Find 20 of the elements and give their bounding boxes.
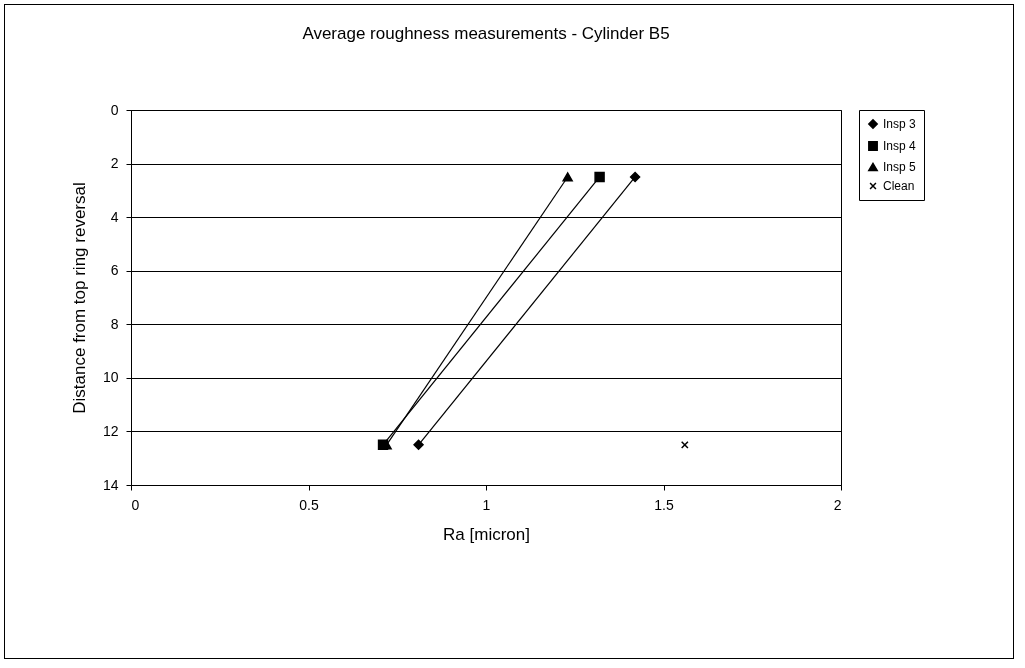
x-tick-label: 1 xyxy=(482,496,491,513)
legend-label: Clean xyxy=(883,179,915,193)
x-tick-label: 2 xyxy=(833,496,842,513)
legend-label: Insp 3 xyxy=(883,117,917,131)
y-tick-label: 8 xyxy=(110,315,119,332)
y-tick-label: 6 xyxy=(110,262,119,279)
chart-title: Average roughness measurements - Cylinder B5 xyxy=(302,24,670,43)
x-tick-label: 1.5 xyxy=(654,496,674,513)
y-tick-label: 2 xyxy=(110,155,119,172)
legend-label: Insp 4 xyxy=(883,139,917,153)
legend-label: Insp 5 xyxy=(883,160,917,174)
y-tick-label: 12 xyxy=(102,422,119,439)
x-axis-title: Ra [micron] xyxy=(443,524,530,544)
y-tick-label: 0 xyxy=(110,101,119,118)
x-tick-label: 0 xyxy=(131,496,140,513)
y-tick-label: 4 xyxy=(110,208,119,225)
y-axis-title: Distance from top ring reversal xyxy=(69,182,89,414)
y-tick-label: 14 xyxy=(102,476,119,493)
x-tick-label: 0.5 xyxy=(299,496,319,513)
y-tick-label: 10 xyxy=(102,369,119,386)
